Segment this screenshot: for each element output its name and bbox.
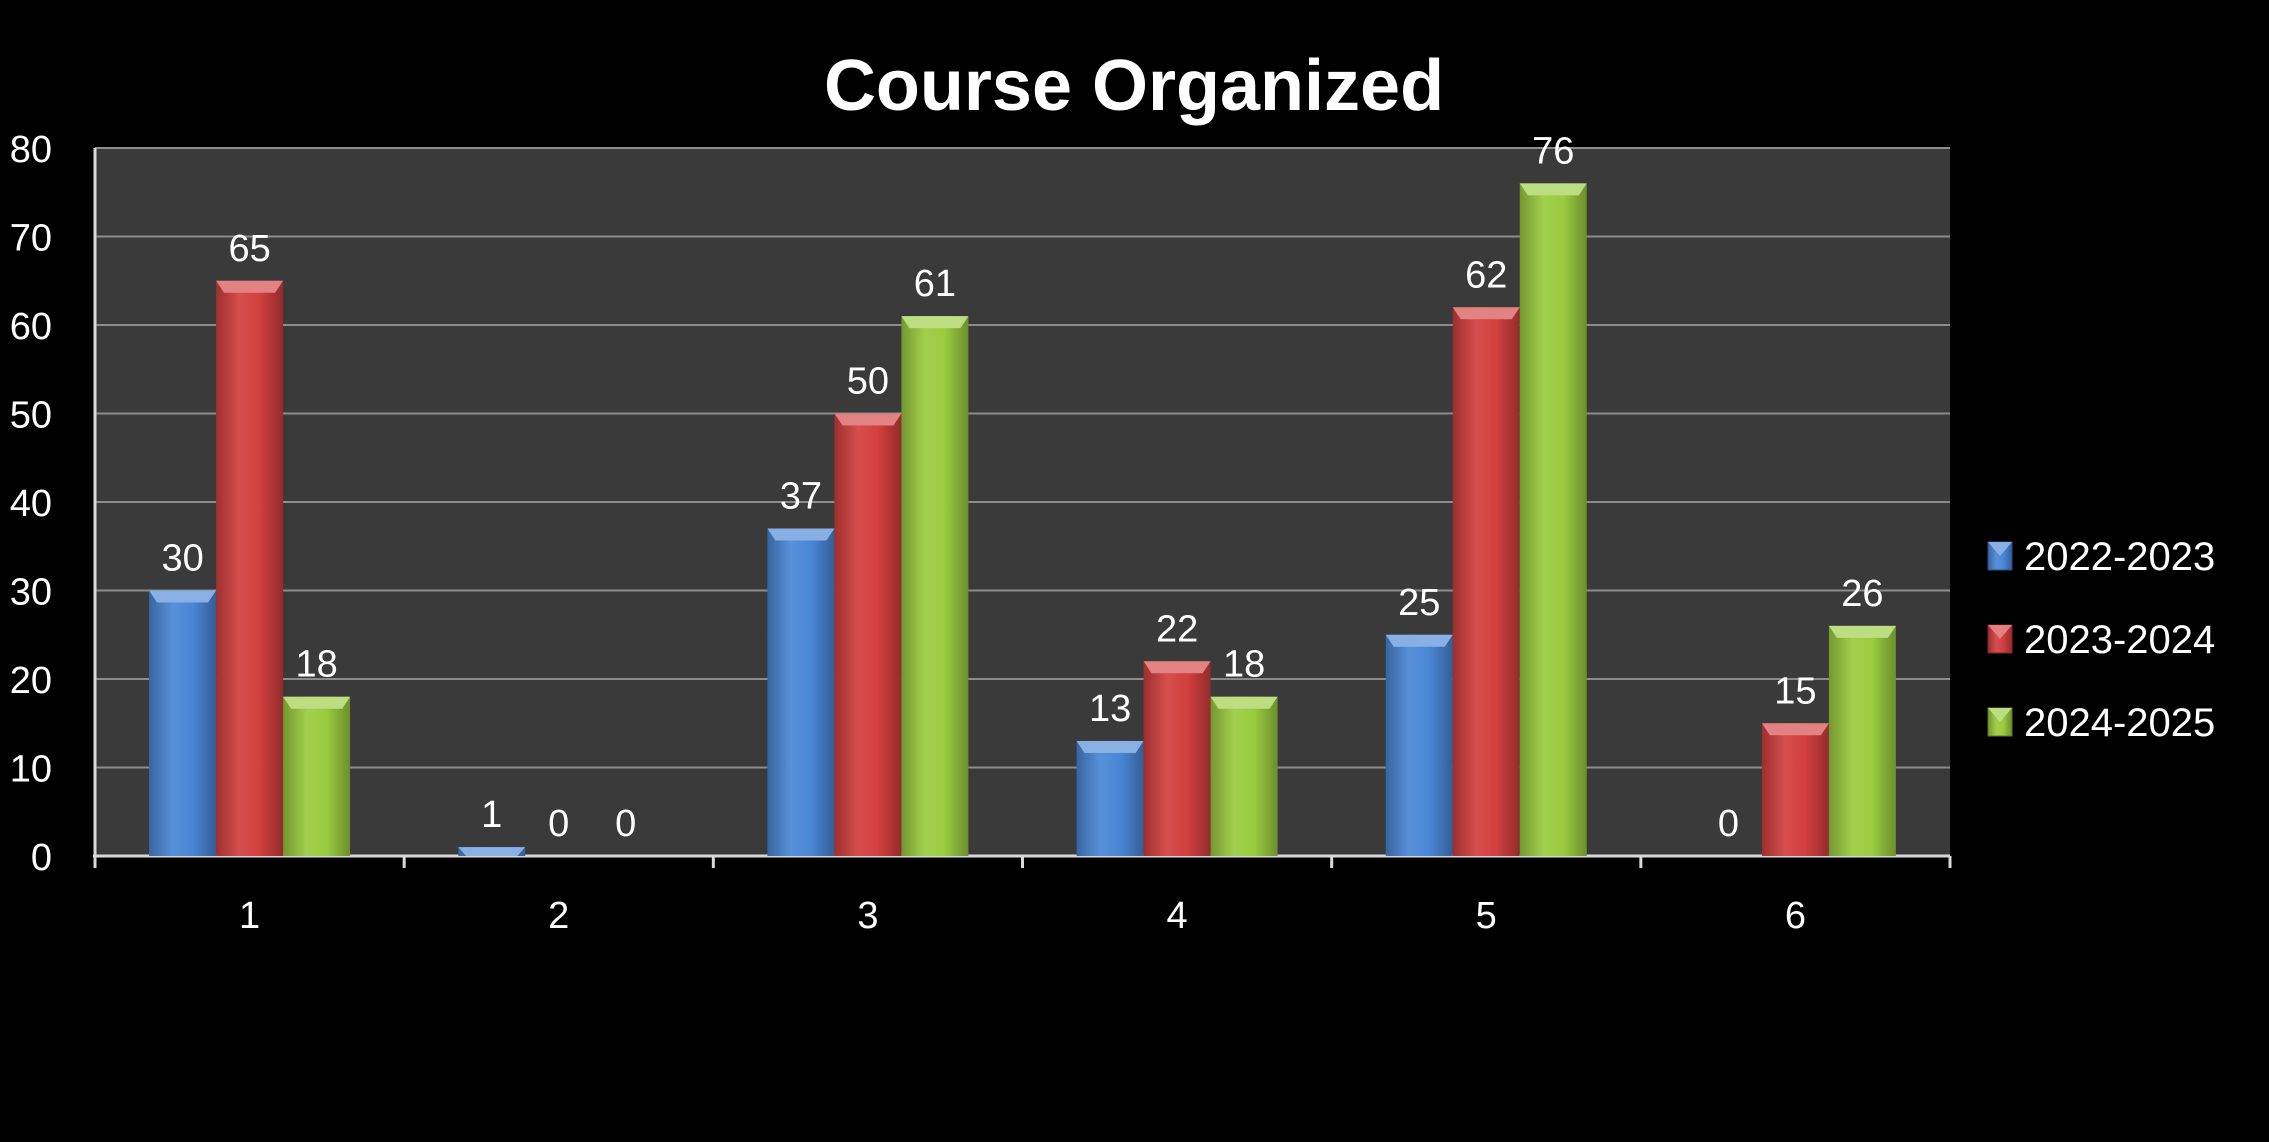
bar-bevel [283,696,351,709]
bar-bevel [1519,183,1587,196]
legend-label: 2022-2023 [2024,535,2215,579]
y-tick-label: 10 [10,749,52,791]
data-label: 22 [1156,608,1198,650]
data-label: 18 [1223,644,1265,686]
bar-2023-2024-cat-5 [1452,307,1520,856]
data-label: 13 [1089,688,1131,730]
y-tick-label: 0 [31,837,52,879]
y-tick-label: 80 [10,129,52,171]
bar-2022-2023-cat-5 [1385,634,1453,856]
y-tick-label: 60 [10,306,52,348]
data-label: 18 [295,644,337,686]
bar-bevel [216,280,284,293]
bar-2023-2024-cat-4 [1143,661,1211,856]
bar-bevel [901,316,969,329]
bar-2024-2025-cat-3 [901,316,969,856]
bar-bevel [1385,634,1453,647]
bar-2022-2023-cat-1 [149,590,217,856]
legend-label: 2024-2025 [2024,701,2215,745]
data-label: 0 [615,803,636,845]
data-label: 0 [1718,803,1739,845]
y-tick-label: 20 [10,660,52,702]
data-label: 50 [847,361,889,403]
bar-2024-2025-cat-5 [1519,183,1587,856]
y-tick-label: 50 [10,395,52,437]
bar-bevel [1452,307,1520,320]
data-label: 30 [161,538,203,580]
bar-2022-2023-cat-4 [1076,740,1144,856]
x-tick-label: 5 [1476,895,1497,937]
y-tick-label: 70 [10,218,52,260]
data-label: 1 [481,794,502,836]
chart-title: Course Organized [824,46,1444,126]
bar-bevel [1143,661,1211,674]
x-tick-label: 2 [548,895,569,937]
legend-label: 2023-2024 [2024,618,2215,662]
legend: 2022-2023 2023-2024 2024-2025 [1987,535,2215,745]
data-label: 0 [548,803,569,845]
bar-bevel [1761,723,1829,736]
data-label: 25 [1398,582,1440,624]
legend-swatch-bevel [1988,542,2012,556]
bar-bevel [458,847,526,856]
bar-bevel [834,413,902,426]
data-label: 62 [1465,254,1507,296]
bar-bevel [149,590,217,603]
bar-2023-2024-cat-6 [1761,723,1829,856]
bar-2023-2024-cat-1 [216,280,284,856]
data-label: 26 [1841,573,1883,615]
bar-bevel [1210,696,1278,709]
bar-2023-2024-cat-3 [834,413,902,856]
data-label: 15 [1774,670,1816,712]
data-label: 61 [914,263,956,305]
bar-2024-2025-cat-1 [283,696,351,856]
bar-2022-2023-cat-3 [767,528,835,856]
x-tick-label: 6 [1785,895,1806,937]
bar-bevel [1076,740,1144,753]
x-tick-label: 4 [1167,895,1188,937]
bar-2024-2025-cat-6 [1828,625,1896,856]
x-tick-label: 3 [857,895,878,937]
y-tick-label: 30 [10,572,52,614]
legend-swatch-bevel [1988,625,2012,639]
y-tick-label: 40 [10,483,52,525]
bar-2024-2025-cat-4 [1210,696,1278,856]
bar-bevel [1828,625,1896,638]
x-tick-label: 1 [239,895,260,937]
bar-bevel [767,528,835,541]
legend-swatch-bevel [1988,708,2012,722]
data-label: 65 [228,228,270,270]
data-label: 76 [1532,130,1574,172]
data-label: 37 [780,476,822,518]
